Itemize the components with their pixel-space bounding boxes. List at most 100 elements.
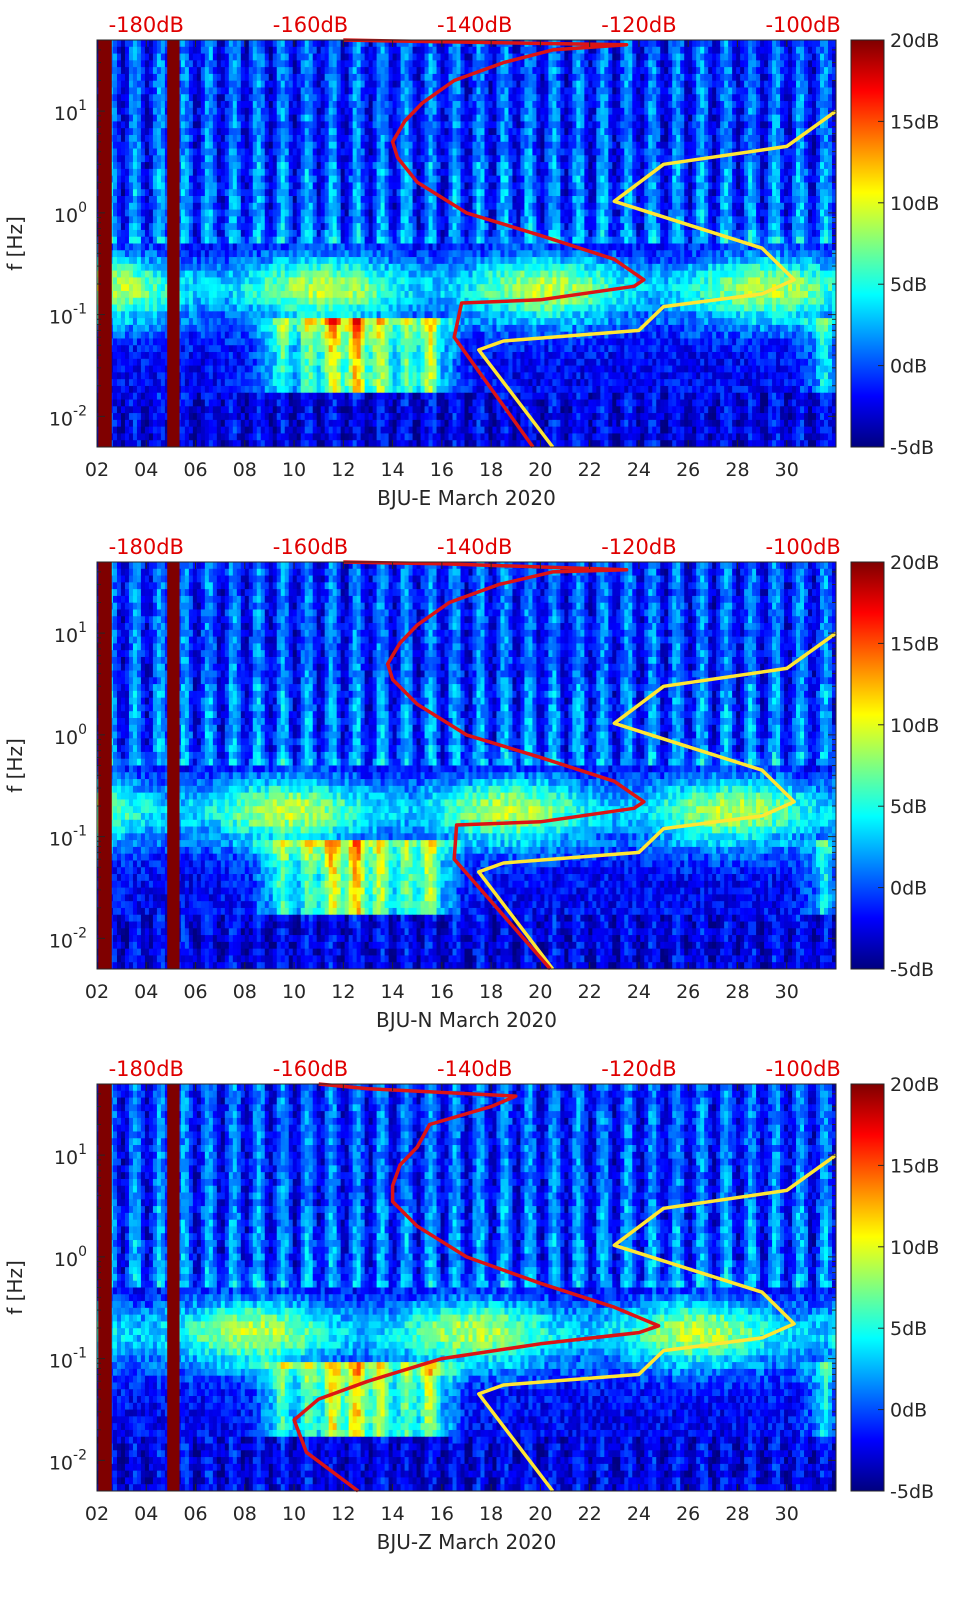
heatmap-cell	[205, 115, 209, 122]
heatmap-cell	[349, 210, 353, 217]
heatmap-cell	[684, 108, 688, 115]
heatmap-cell	[700, 54, 704, 61]
heatmap-cell	[373, 81, 377, 88]
heatmap-cell	[756, 196, 760, 203]
heatmap-cell	[504, 128, 508, 135]
heatmap-cell	[141, 54, 145, 61]
heatmap-cell	[516, 210, 520, 217]
heatmap-cell	[113, 169, 117, 176]
heatmap-cell	[225, 142, 229, 149]
heatmap-cell	[824, 142, 828, 149]
heatmap-cell	[720, 210, 724, 217]
heatmap-cell	[784, 203, 788, 210]
heatmap-cell	[780, 128, 784, 135]
heatmap-cell	[201, 162, 205, 169]
heatmap-cell	[121, 210, 125, 217]
heatmap-cell	[680, 67, 684, 74]
heatmap-cell	[688, 135, 692, 142]
heatmap-cell	[433, 216, 437, 223]
heatmap-cell	[325, 108, 329, 115]
heatmap-cell	[596, 142, 600, 149]
heatmap-cell	[333, 149, 337, 156]
heatmap-cell	[293, 60, 297, 67]
heatmap-cell	[313, 108, 317, 115]
heatmap-cell	[540, 162, 544, 169]
heatmap-cell	[652, 121, 656, 128]
heatmap-cell	[257, 216, 261, 223]
heatmap-cell	[217, 142, 221, 149]
heatmap-cell	[153, 176, 157, 183]
heatmap-cell	[121, 176, 125, 183]
heatmap-cell	[437, 162, 441, 169]
heatmap-cell	[377, 74, 381, 81]
heatmap-cell	[548, 142, 552, 149]
heatmap-cell	[453, 54, 457, 61]
heatmap-cell	[129, 149, 133, 156]
heatmap-cell	[153, 74, 157, 81]
heatmap-cell	[145, 210, 149, 217]
heatmap-cell	[117, 94, 121, 101]
heatmap-cell	[520, 189, 524, 196]
heatmap-cell	[476, 54, 480, 61]
heatmap-cell	[217, 60, 221, 67]
heatmap-cell	[492, 176, 496, 183]
heatmap-cell	[121, 155, 125, 162]
heatmap-cell	[820, 87, 824, 94]
heatmap-cell	[141, 115, 145, 122]
heatmap-cell	[828, 176, 832, 183]
heatmap-cell	[592, 142, 596, 149]
heatmap-cell	[604, 142, 608, 149]
heatmap-cell	[209, 155, 213, 162]
heatmap-cell	[237, 54, 241, 61]
heatmap-cell	[381, 47, 385, 54]
heatmap-cell	[421, 121, 425, 128]
heatmap-cell	[488, 176, 492, 183]
heatmap-cell	[688, 81, 692, 88]
heatmap-cell	[217, 203, 221, 210]
heatmap-cell	[628, 121, 632, 128]
heatmap-cell	[696, 54, 700, 61]
heatmap-cell	[209, 210, 213, 217]
heatmap-cell	[500, 203, 504, 210]
heatmap-cell	[508, 87, 512, 94]
heatmap-cell	[125, 115, 129, 122]
heatmap-cell	[197, 142, 201, 149]
heatmap-cell	[205, 203, 209, 210]
heatmap-cell	[808, 169, 812, 176]
heatmap-cell	[788, 54, 792, 61]
heatmap-cell	[341, 176, 345, 183]
heatmap-cell	[233, 135, 237, 142]
heatmap-cell	[744, 210, 748, 217]
heatmap-cell	[445, 115, 449, 122]
heatmap-cell	[293, 169, 297, 176]
heatmap-cell	[660, 128, 664, 135]
heatmap-cell	[357, 67, 361, 74]
heatmap-cell	[197, 162, 201, 169]
heatmap-cell	[800, 216, 804, 223]
heatmap-cell	[389, 176, 393, 183]
heatmap-cell	[484, 81, 488, 88]
heatmap-cell	[337, 40, 341, 47]
heatmap-cell	[377, 216, 381, 223]
heatmap-cell	[616, 54, 620, 61]
heatmap-cell	[628, 47, 632, 54]
heatmap-cell	[465, 121, 469, 128]
heatmap-cell	[313, 203, 317, 210]
heatmap-cell	[181, 67, 185, 74]
heatmap-cell	[449, 162, 453, 169]
heatmap-cell	[181, 196, 185, 203]
heatmap-cell	[736, 169, 740, 176]
heatmap-cell	[369, 54, 373, 61]
heatmap-cell	[580, 54, 584, 61]
heatmap-cell	[329, 142, 333, 149]
heatmap-cell	[277, 176, 281, 183]
heatmap-cell	[488, 155, 492, 162]
heatmap-cell	[425, 196, 429, 203]
heatmap-cell	[413, 142, 417, 149]
heatmap-cell	[361, 196, 365, 203]
heatmap-cell	[632, 149, 636, 156]
heatmap-cell	[153, 189, 157, 196]
heatmap-cell	[488, 115, 492, 122]
heatmap-cell	[205, 182, 209, 189]
heatmap-cell	[469, 60, 473, 67]
